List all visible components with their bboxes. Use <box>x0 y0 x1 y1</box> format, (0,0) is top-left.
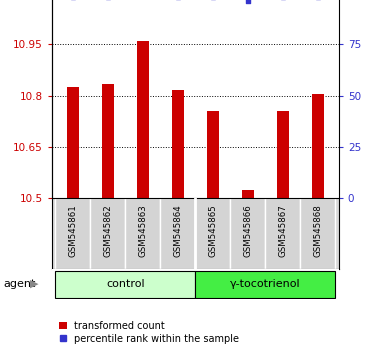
Bar <box>90 198 126 269</box>
Point <box>245 0 251 4</box>
Bar <box>67 87 79 198</box>
Text: GSM545862: GSM545862 <box>104 204 112 257</box>
Bar <box>196 198 230 269</box>
Text: agent: agent <box>4 279 36 289</box>
Bar <box>55 198 90 269</box>
Bar <box>55 271 196 298</box>
Bar <box>265 198 300 269</box>
Bar <box>230 198 265 269</box>
Bar <box>207 111 219 198</box>
Text: ▶: ▶ <box>30 279 39 289</box>
Text: GSM545863: GSM545863 <box>139 204 147 257</box>
Bar <box>196 271 335 298</box>
Bar <box>137 41 149 198</box>
Bar <box>126 198 161 269</box>
Text: control: control <box>106 279 145 289</box>
Bar <box>312 94 324 198</box>
Text: GSM545861: GSM545861 <box>69 204 77 257</box>
Text: γ-tocotrienol: γ-tocotrienol <box>230 279 301 289</box>
Text: GSM545866: GSM545866 <box>243 204 252 257</box>
Bar <box>242 190 254 198</box>
Text: GSM545864: GSM545864 <box>173 204 182 257</box>
Bar <box>277 111 289 198</box>
Legend: transformed count, percentile rank within the sample: transformed count, percentile rank withi… <box>57 319 241 346</box>
Text: GSM545867: GSM545867 <box>278 204 287 257</box>
Text: GSM545865: GSM545865 <box>208 204 218 257</box>
Text: GSM545868: GSM545868 <box>313 204 322 257</box>
Bar <box>102 84 114 198</box>
Bar <box>172 91 184 198</box>
Bar <box>161 198 196 269</box>
Bar <box>300 198 335 269</box>
